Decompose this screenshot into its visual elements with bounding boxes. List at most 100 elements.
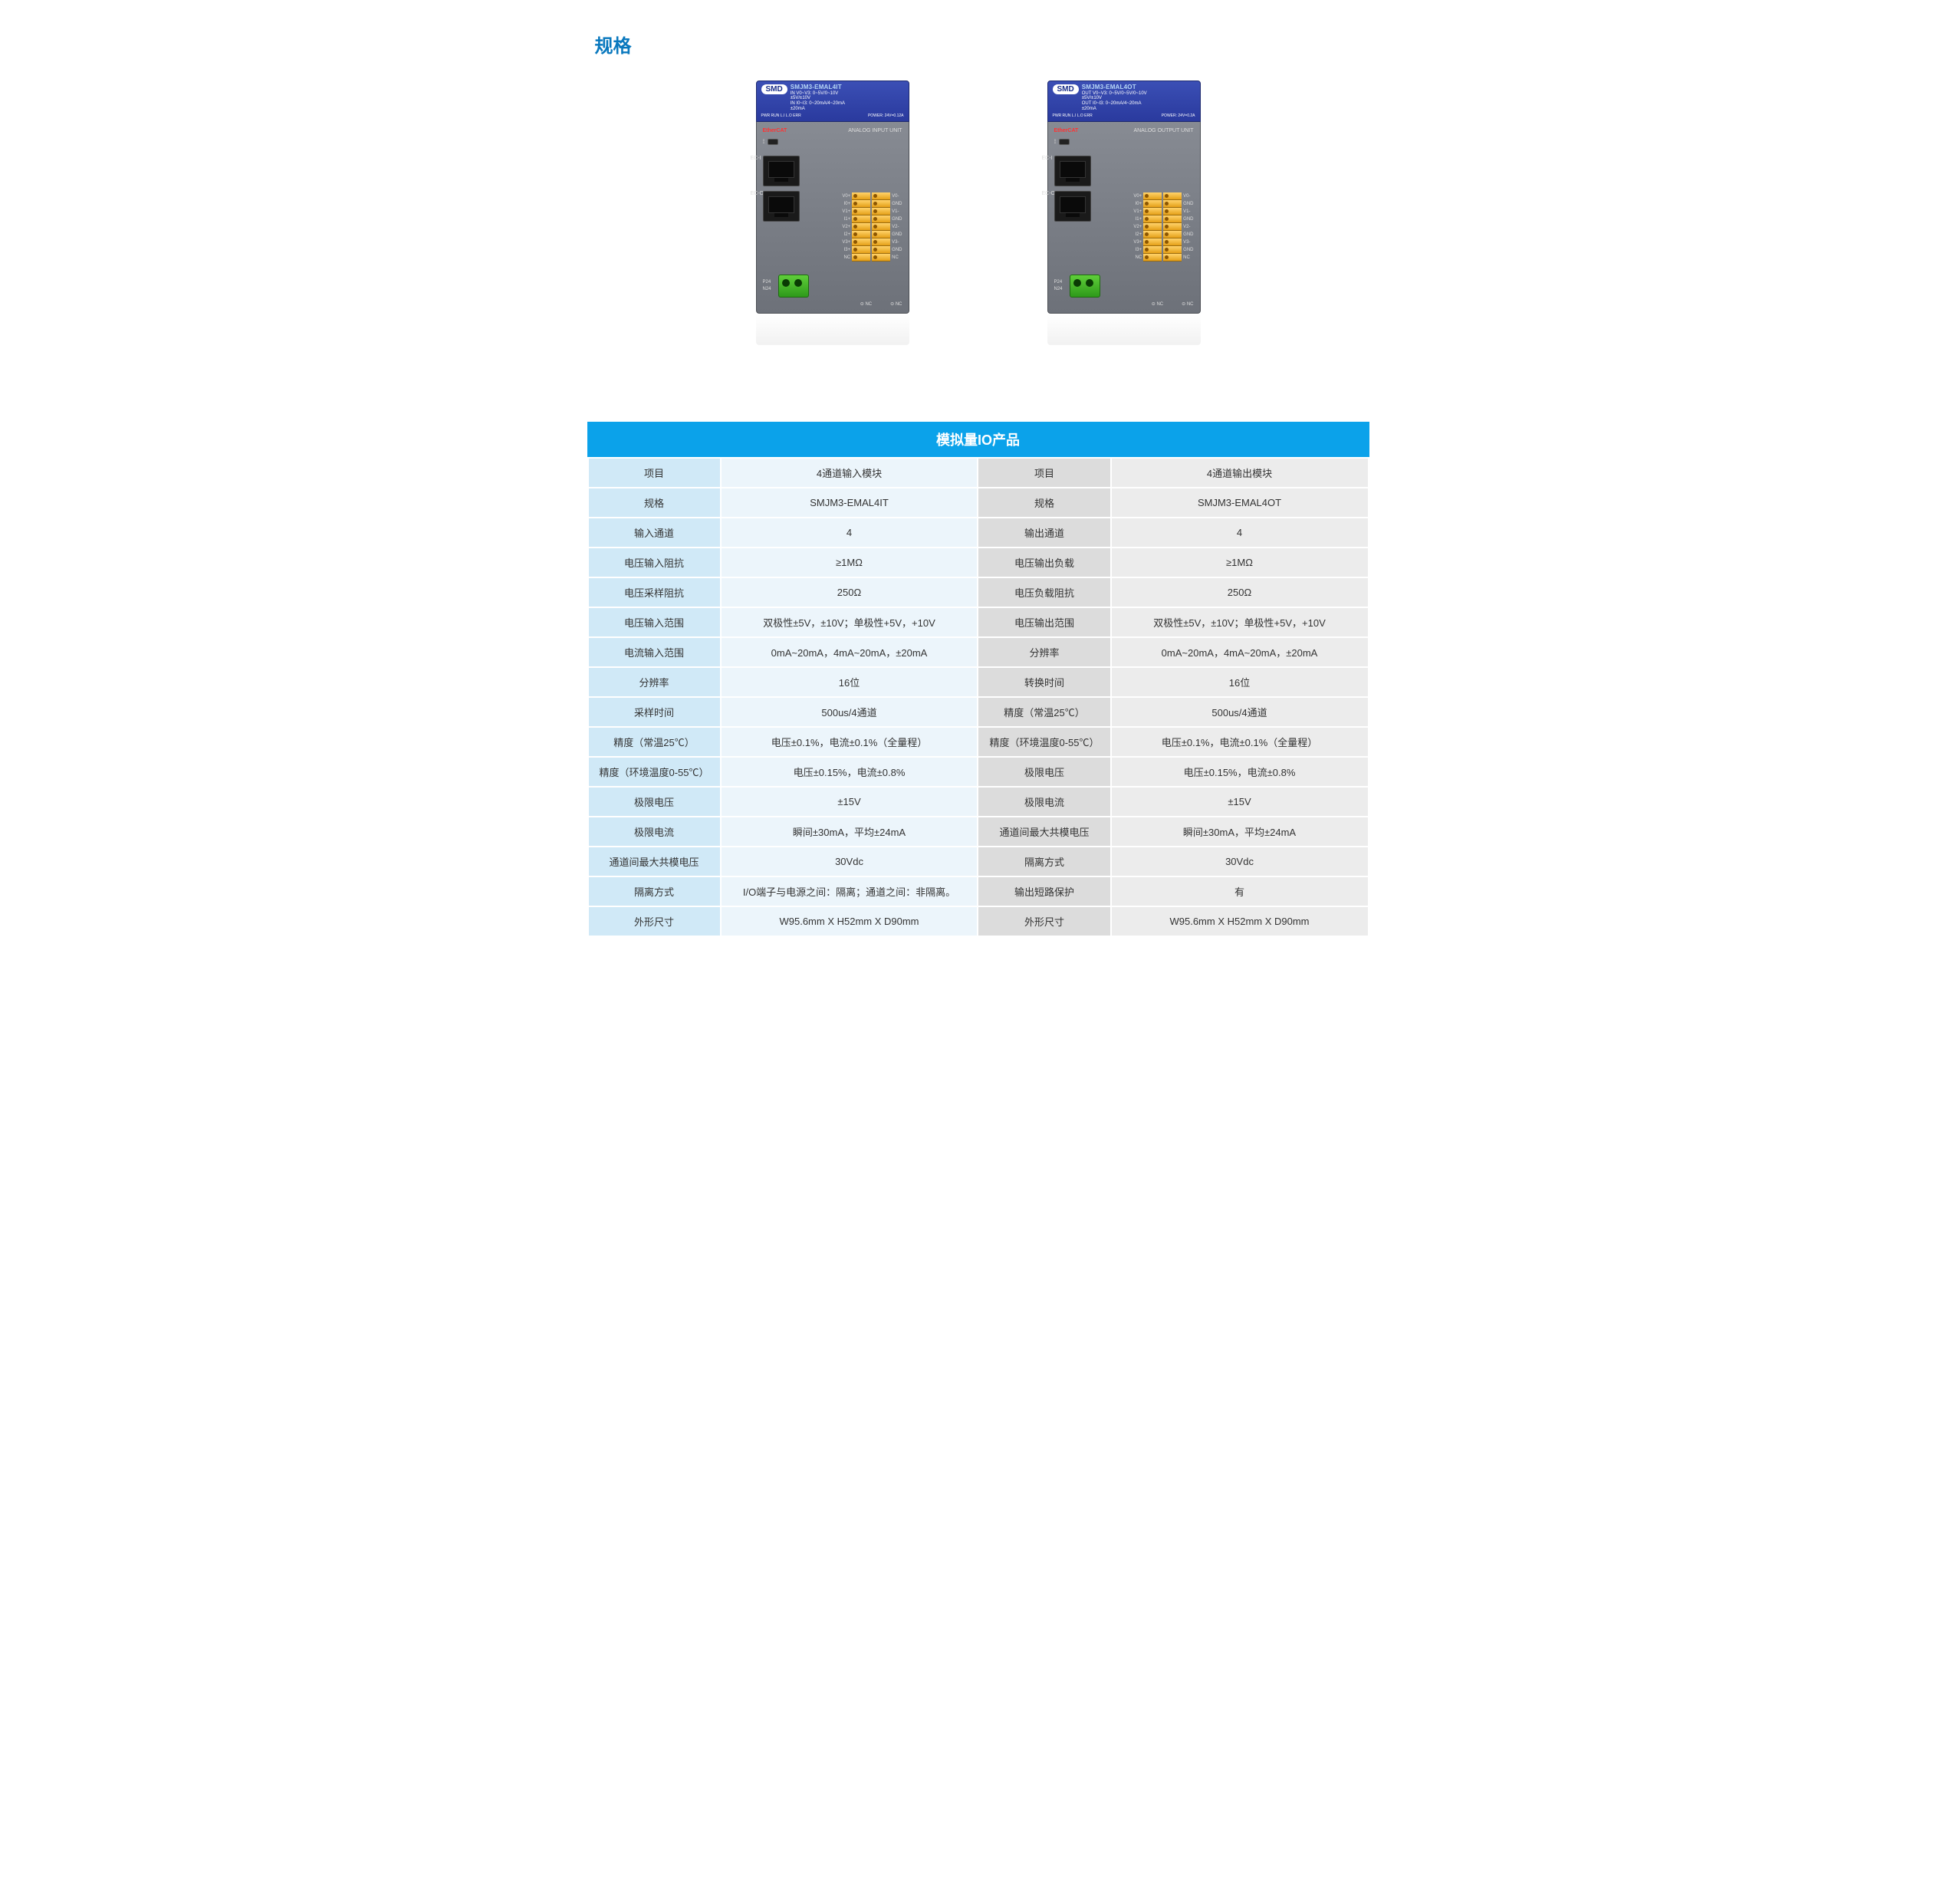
spec-label-a: 项目	[588, 458, 721, 488]
pin-labels-left: V0+I0+V1+I1+V2+I2+V3+I3+NC	[1133, 192, 1142, 261]
rj45-port-2	[1054, 191, 1091, 222]
table-row: 电压采样阻抗 250Ω 电压负载阻抗 250Ω	[588, 577, 1369, 607]
device-spec-lines: OUT V0~V3: 0~5V/0~5V/0~10V ±5V/±10V OUT …	[1082, 91, 1195, 111]
spec-value-a: 4通道输入模块	[721, 458, 978, 488]
spec-value-b: 4	[1111, 518, 1369, 548]
spec-label-b: 极限电流	[978, 787, 1110, 817]
spec-label-a: 电压输入范围	[588, 607, 721, 637]
spec-label-b: 通道间最大共模电压	[978, 817, 1110, 847]
spec-value-a: 双极性±5V，±10V；单极性+5V，+10V	[721, 607, 978, 637]
spec-label-b: 转换时间	[978, 667, 1110, 697]
table-row: 隔离方式 I/O端子与电源之间：隔离；通道之间：非隔离。 输出短路保护 有	[588, 876, 1369, 906]
table-row: 极限电压 ±15V 极限电流 ±15V	[588, 787, 1369, 817]
device-header: SMD SMJM3-EMAL4IT IN V0~V3: 0~5V/0~10V ±…	[756, 81, 909, 122]
terminal-strip-right	[872, 192, 890, 261]
spec-label-b: 电压负载阻抗	[978, 577, 1110, 607]
pin-labels-left: V0+I0+V1+I1+V2+I2+V3+I3+NC	[842, 192, 850, 261]
terminal-strip-left	[1143, 192, 1162, 261]
device-images-row: SMD SMJM3-EMAL4IT IN V0~V3: 0~5V/0~10V ±…	[587, 81, 1369, 345]
usb-icon: ⟟	[763, 138, 765, 146]
device-model: SMJM3-EMAL4IT	[791, 84, 904, 91]
device-2: SMD SMJM3-EMAL4OT OUT V0~V3: 0~5V/0~5V/0…	[1047, 81, 1201, 345]
spec-label-a: 电流输入范围	[588, 637, 721, 667]
device-reflection	[756, 314, 909, 345]
table-row: 规格 SMJM3-EMAL4IT 规格 SMJM3-EMAL4OT	[588, 488, 1369, 518]
table-title: 模拟量IO产品	[587, 422, 1369, 457]
table-row: 采样时间 500us/4通道 精度（常温25℃） 500us/4通道	[588, 697, 1369, 727]
spec-value-b: 30Vdc	[1111, 847, 1369, 876]
device-model: SMJM3-EMAL4OT	[1082, 84, 1195, 91]
port-label-eci: EC-I	[751, 156, 761, 161]
device-led-row: PWR RUN L.I L.O ERRPOWER: 24V=0.2A	[1053, 113, 1195, 118]
power-pin-labels: P24 N24	[1054, 279, 1063, 293]
rj45-port-1	[1054, 156, 1091, 186]
spec-label-a: 通道间最大共模电压	[588, 847, 721, 876]
device-body: EtherCAT ANALOG INPUT UNIT ⟟ EC-I EC-O V…	[756, 122, 909, 314]
table-row: 极限电流 瞬间±30mA，平均±24mA 通道间最大共模电压 瞬间±30mA，平…	[588, 817, 1369, 847]
spec-value-a: SMJM3-EMAL4IT	[721, 488, 978, 518]
spec-table: 项目 4通道输入模块 项目 4通道输出模块 规格 SMJM3-EMAL4IT 规…	[587, 457, 1369, 937]
spec-label-b: 规格	[978, 488, 1110, 518]
spec-value-a: W95.6mm X H52mm X D90mm	[721, 906, 978, 936]
spec-value-b: 电压±0.1%，电流±0.1%（全量程）	[1111, 727, 1369, 757]
spec-value-a: 电压±0.1%，电流±0.1%（全量程）	[721, 727, 978, 757]
spec-label-a: 规格	[588, 488, 721, 518]
spec-label-a: 隔离方式	[588, 876, 721, 906]
spec-value-a: 4	[721, 518, 978, 548]
terminal-strip-right	[1163, 192, 1182, 261]
table-row: 电流输入范围 0mA~20mA，4mA~20mA，±20mA 分辨率 0mA~2…	[588, 637, 1369, 667]
device-spec-lines: IN V0~V3: 0~5V/0~10V ±5V/±10V IN I0~I3: …	[791, 91, 904, 111]
spec-value-b: 0mA~20mA，4mA~20mA，±20mA	[1111, 637, 1369, 667]
table-row: 分辨率 16位 转换时间 16位	[588, 667, 1369, 697]
port-label-eco: EC-O	[1042, 191, 1056, 196]
rj45-port-2	[763, 191, 800, 222]
brand-badge: SMD	[761, 84, 787, 94]
rj45-port-1	[763, 156, 800, 186]
nc-labels: ⊝ NC⊝ NC	[860, 301, 902, 307]
unit-label: ANALOG OUTPUT UNIT	[1133, 128, 1193, 133]
device-led-row: PWR RUN L.I L.O ERRPOWER: 24V=0.12A	[761, 113, 904, 118]
spec-label-b: 精度（环境温度0-55℃）	[978, 727, 1110, 757]
pin-labels-right: V0-GNDV1-GNDV2-GNDV3-GNDNC	[1183, 192, 1193, 261]
pin-labels-right: V0-GNDV1-GNDV2-GNDV3-GNDNC	[892, 192, 902, 261]
spec-label-a: 电压采样阻抗	[588, 577, 721, 607]
ethercat-label: EtherCAT	[1054, 128, 1079, 133]
spec-value-b: 电压±0.15%，电流±0.8%	[1111, 757, 1369, 787]
spec-value-b: ±15V	[1111, 787, 1369, 817]
spec-label-b: 外形尺寸	[978, 906, 1110, 936]
terminal-block: V0+I0+V1+I1+V2+I2+V3+I3+NC V0-GNDV1-GNDV…	[842, 192, 902, 261]
spec-value-a: 电压±0.15%，电流±0.8%	[721, 757, 978, 787]
spec-label-a: 精度（环境温度0-55℃）	[588, 757, 721, 787]
spec-value-b: 250Ω	[1111, 577, 1369, 607]
usb-icon: ⟟	[1054, 138, 1057, 146]
table-row: 电压输入阻抗 ≥1MΩ 电压输出负载 ≥1MΩ	[588, 548, 1369, 577]
spec-value-b: 500us/4通道	[1111, 697, 1369, 727]
device-body: EtherCAT ANALOG OUTPUT UNIT ⟟ EC-I EC-O …	[1047, 122, 1201, 314]
spec-label-b: 精度（常温25℃）	[978, 697, 1110, 727]
mini-usb-port	[768, 139, 778, 145]
table-row: 通道间最大共模电压 30Vdc 隔离方式 30Vdc	[588, 847, 1369, 876]
spec-label-b: 项目	[978, 458, 1110, 488]
spec-value-a: 30Vdc	[721, 847, 978, 876]
device-1: SMD SMJM3-EMAL4IT IN V0~V3: 0~5V/0~10V ±…	[756, 81, 909, 345]
spec-value-a: 16位	[721, 667, 978, 697]
device-header: SMD SMJM3-EMAL4OT OUT V0~V3: 0~5V/0~5V/0…	[1047, 81, 1201, 122]
spec-label-b: 输出短路保护	[978, 876, 1110, 906]
spec-label-b: 分辨率	[978, 637, 1110, 667]
ethercat-label: EtherCAT	[763, 128, 787, 133]
mini-usb-port	[1059, 139, 1070, 145]
spec-label-b: 隔离方式	[978, 847, 1110, 876]
spec-value-b: ≥1MΩ	[1111, 548, 1369, 577]
spec-value-b: 瞬间±30mA，平均±24mA	[1111, 817, 1369, 847]
power-pin-labels: P24 N24	[763, 279, 771, 293]
spec-label-b: 输出通道	[978, 518, 1110, 548]
terminal-block: V0+I0+V1+I1+V2+I2+V3+I3+NC V0-GNDV1-GNDV…	[1133, 192, 1193, 261]
port-label-eci: EC-I	[1042, 156, 1053, 161]
page-title: 规格	[595, 31, 1369, 58]
power-terminal	[1070, 275, 1100, 298]
spec-label-a: 极限电压	[588, 787, 721, 817]
device-reflection	[1047, 314, 1201, 345]
spec-value-a: ≥1MΩ	[721, 548, 978, 577]
table-row: 精度（环境温度0-55℃） 电压±0.15%，电流±0.8% 极限电压 电压±0…	[588, 757, 1369, 787]
spec-label-a: 分辨率	[588, 667, 721, 697]
